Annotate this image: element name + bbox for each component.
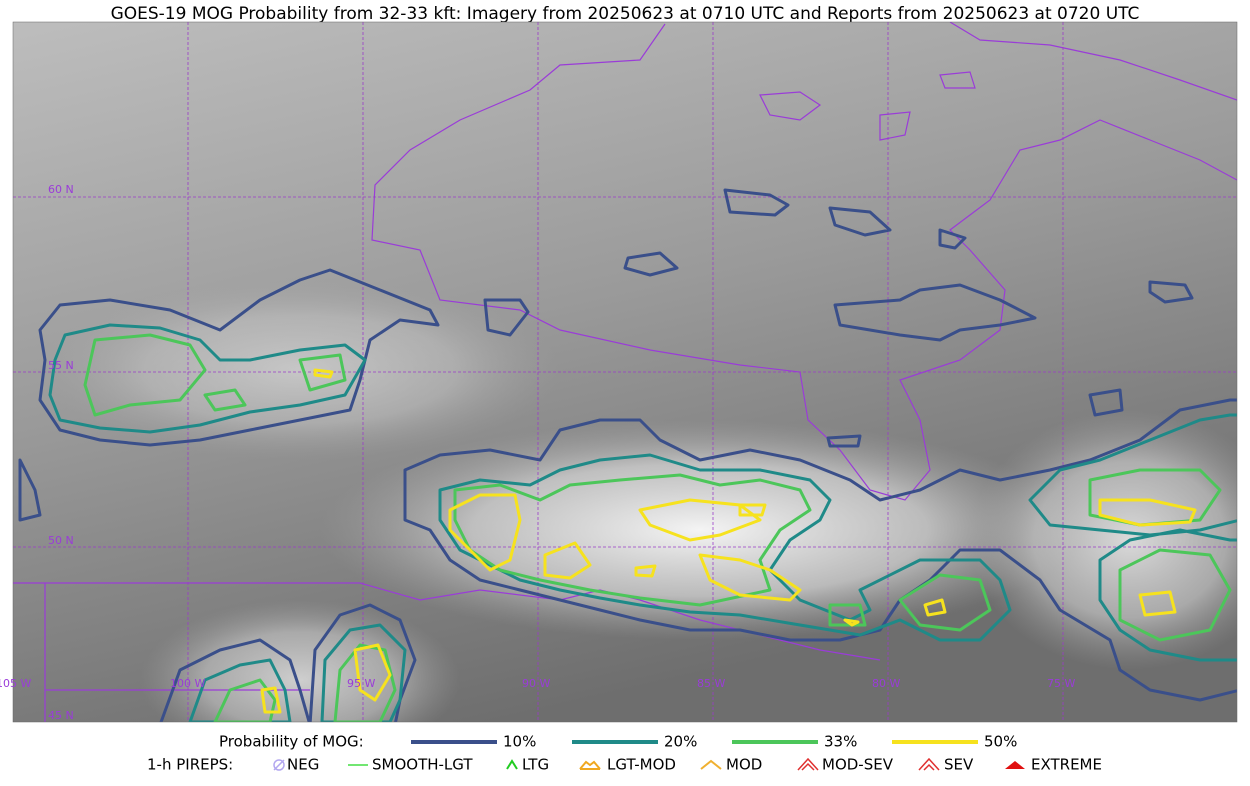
symbol-part bbox=[918, 757, 940, 771]
legend-label: 50% bbox=[984, 733, 1017, 751]
legend-label: 10% bbox=[503, 733, 536, 751]
symbol-part bbox=[797, 757, 819, 771]
lon-label: 95 W bbox=[347, 677, 375, 690]
symbol-part bbox=[923, 763, 935, 771]
island bbox=[759, 71, 976, 141]
symbol-part bbox=[1005, 761, 1025, 769]
map bbox=[13, 22, 1237, 722]
pirep-symbol bbox=[506, 759, 518, 770]
symbol-part bbox=[801, 762, 815, 771]
symbol-part bbox=[273, 759, 285, 771]
map-frame bbox=[12, 21, 1238, 723]
lat-label: 50 N bbox=[48, 534, 74, 547]
lon-label: 90 W bbox=[522, 677, 550, 690]
symbol-part bbox=[273, 759, 285, 771]
legend-label: LGT-MOD bbox=[607, 756, 676, 774]
contour bbox=[1028, 413, 1237, 662]
legend-label: MOD-SEV bbox=[822, 756, 894, 774]
pirep-symbol bbox=[700, 759, 722, 770]
pirep-symbol bbox=[273, 759, 285, 771]
symbol-part bbox=[506, 759, 518, 770]
border bbox=[13, 582, 881, 661]
legend-title: 1-h PIREPS: bbox=[147, 756, 233, 774]
symbol-part bbox=[579, 760, 601, 770]
contour bbox=[403, 398, 1237, 702]
lon-label: 100 W bbox=[170, 677, 205, 690]
pirep-symbol bbox=[579, 760, 601, 770]
lon-label: 75 W bbox=[1047, 677, 1075, 690]
legend-label: SMOOTH-LGT bbox=[372, 756, 473, 774]
pirep-symbol bbox=[797, 757, 819, 771]
legend-label: NEG bbox=[287, 756, 319, 774]
contour bbox=[438, 453, 1012, 642]
lat-label: 55 N bbox=[48, 359, 74, 372]
cloud bbox=[40, 280, 560, 460]
legend-label: MOD bbox=[726, 756, 762, 774]
pirep-symbol bbox=[918, 757, 940, 771]
grid-labels: 60 N 55 N 50 N 45 N 105 W 100 W 95 W 90 … bbox=[0, 183, 1075, 722]
lat-label: 45 N bbox=[48, 709, 74, 722]
contour bbox=[188, 623, 407, 722]
contour bbox=[38, 268, 440, 447]
legend-label: SEV bbox=[944, 756, 974, 774]
contour bbox=[83, 333, 347, 417]
legend-title: Probability of MOG: bbox=[219, 733, 364, 751]
contour bbox=[18, 188, 1194, 522]
contour bbox=[260, 368, 1197, 714]
legend-label: 20% bbox=[664, 733, 697, 751]
lon-label: 80 W bbox=[872, 677, 900, 690]
pirep-symbol bbox=[1005, 761, 1025, 769]
legend-label: EXTREME bbox=[1031, 756, 1102, 774]
legend: Probability of MOG: 1-h PIREPS: 10% 20% 33… bbox=[147, 733, 1102, 774]
title: GOES-19 MOG Probability from 32-33 kft: … bbox=[111, 4, 1140, 24]
cloud bbox=[970, 410, 1237, 670]
contour bbox=[159, 603, 417, 722]
lon-label: 85 W bbox=[697, 677, 725, 690]
contour bbox=[453, 473, 992, 632]
cloud bbox=[320, 420, 1080, 640]
legend-label: LTG bbox=[522, 756, 549, 774]
contours bbox=[18, 188, 1237, 722]
contour bbox=[1088, 468, 1232, 642]
lon-label: 105 W bbox=[0, 677, 31, 690]
coastline bbox=[371, 23, 1237, 501]
coastline bbox=[949, 22, 1237, 101]
symbol-part bbox=[700, 759, 722, 770]
contour bbox=[48, 323, 367, 434]
lat-label: 60 N bbox=[48, 183, 74, 196]
legend-label: 33% bbox=[824, 733, 857, 751]
